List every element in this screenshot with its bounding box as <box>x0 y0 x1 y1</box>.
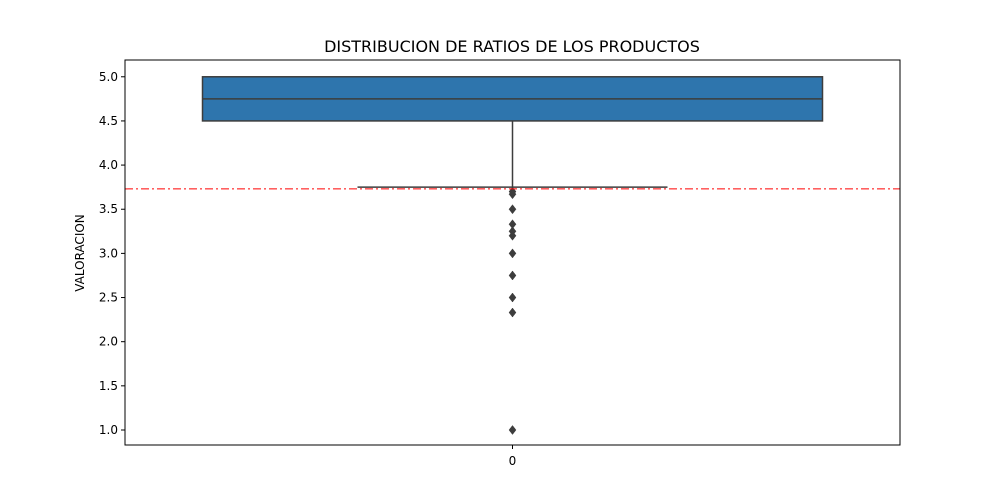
y-tick-label: 3.0 <box>99 246 118 260</box>
chart-title: DISTRIBUCION DE RATIOS DE LOS PRODUCTOS <box>324 37 700 56</box>
y-tick-label: 1.0 <box>99 423 118 437</box>
y-tick-label: 3.5 <box>99 202 118 216</box>
y-tick-label: 4.5 <box>99 114 118 128</box>
outlier-point <box>508 189 517 200</box>
y-tick-label: 2.0 <box>99 335 118 349</box>
outlier-point <box>508 204 517 215</box>
outlier-point <box>508 248 517 259</box>
y-axis-label: VALORACION <box>73 214 87 292</box>
x-tick-label: 0 <box>509 454 517 468</box>
outlier-point <box>508 425 517 435</box>
y-tick-label: 4.0 <box>99 158 118 172</box>
y-tick-label: 2.5 <box>99 291 118 305</box>
plot-area <box>125 76 900 435</box>
outlier-point <box>508 307 517 318</box>
y-tick-label: 1.5 <box>99 379 118 393</box>
outlier-point <box>508 230 517 241</box>
y-tick-label: 5.0 <box>99 70 118 84</box>
outlier-point <box>508 292 517 303</box>
outlier-point <box>508 270 517 281</box>
